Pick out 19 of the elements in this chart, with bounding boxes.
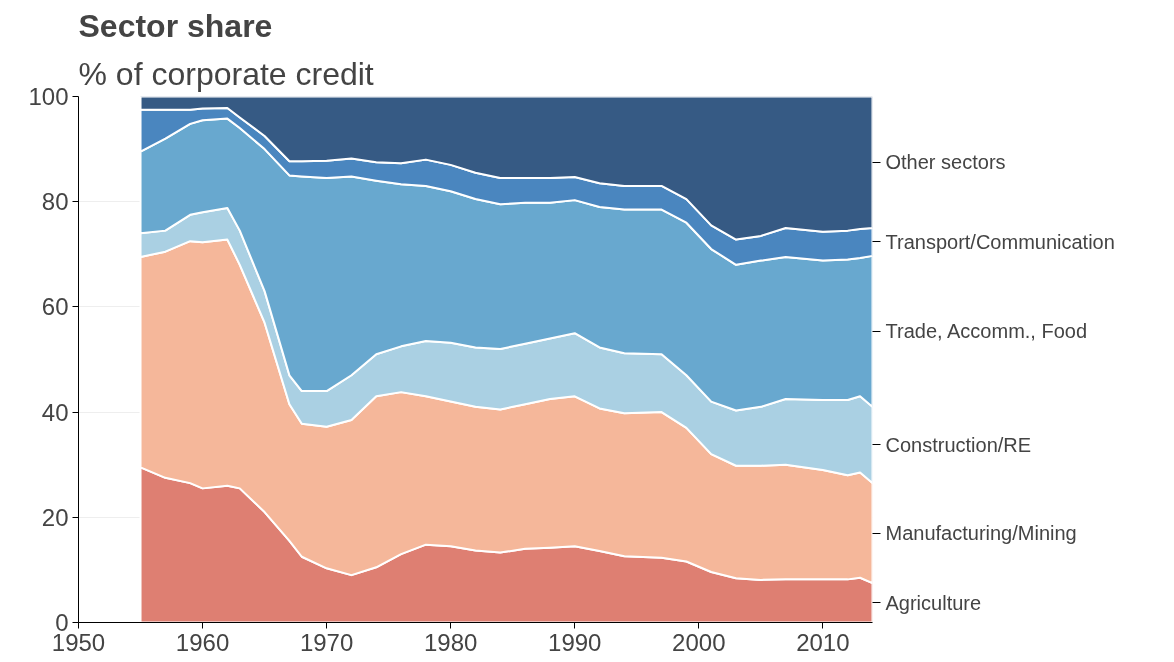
y-tick-label: 80 — [41, 188, 69, 216]
y-tick-label: 20 — [41, 503, 69, 531]
x-tick-label: 1960 — [175, 628, 230, 656]
chart-subtitle: % of corporate credit — [78, 55, 374, 92]
y-tick-label: 100 — [28, 83, 69, 110]
chart-title: Sector share — [78, 7, 273, 44]
y-tick-label: 60 — [41, 293, 69, 321]
series-label: Agriculture — [885, 591, 982, 614]
series-label: Other sectors — [885, 151, 1006, 174]
x-tick-label: 2000 — [672, 628, 726, 656]
x-tick-label: 1990 — [548, 628, 602, 656]
y-tick-label: 40 — [41, 398, 69, 426]
series-label: Construction/RE — [885, 433, 1032, 456]
x-tick-label: 1980 — [423, 628, 478, 656]
series-label: Transport/Communication — [885, 230, 1115, 253]
series-label: Manufacturing/Mining — [885, 522, 1077, 545]
x-tick-label: 1970 — [299, 628, 354, 656]
series-label: Trade, Accomm., Food — [885, 320, 1088, 343]
x-tick-label: 2010 — [796, 628, 850, 656]
